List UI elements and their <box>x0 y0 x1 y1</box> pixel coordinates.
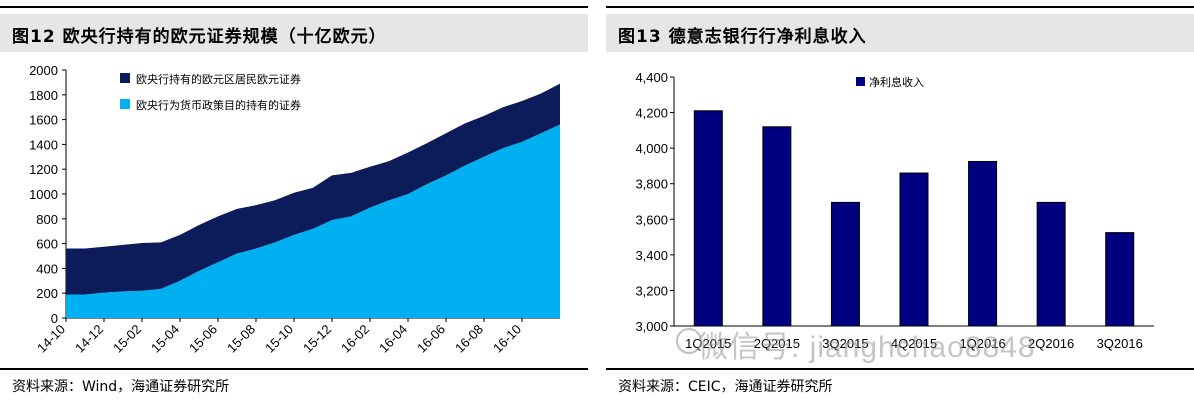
legend-swatch <box>120 99 130 109</box>
watermark: 微信号: jianghchao8848 <box>698 331 1036 364</box>
x-tick-label: 15-02 <box>110 322 144 356</box>
legend-label: 净利息收入 <box>869 75 924 89</box>
top-rule <box>0 6 588 8</box>
source-note: 资料来源：CEIC，海通证券研究所 <box>618 379 833 395</box>
legend-label: 欧央行为货币政策目的持有的证券 <box>136 98 301 112</box>
top-rule <box>606 6 1194 8</box>
x-tick-label: 2Q2015 <box>754 336 800 351</box>
x-tick-label: 16-06 <box>414 322 448 356</box>
title-bar <box>606 14 1194 52</box>
y-tick-label: 4,000 <box>635 141 668 156</box>
bar <box>1036 201 1066 327</box>
x-tick-label: 16-02 <box>338 322 372 356</box>
title-bar <box>0 14 588 52</box>
x-tick-label: 15-06 <box>186 322 220 356</box>
bar <box>899 172 929 327</box>
x-tick-label: 16-10 <box>490 322 524 356</box>
bottom-rule <box>0 368 588 370</box>
x-tick-label: 14-10 <box>34 322 68 356</box>
y-tick-label: 1800 <box>29 88 58 103</box>
x-tick-label: 15-08 <box>224 322 258 356</box>
legend-swatch <box>120 73 130 83</box>
bar <box>693 110 723 327</box>
bar <box>968 160 998 327</box>
y-tick-label: 3,000 <box>635 319 668 334</box>
x-tick-label: 15-12 <box>300 322 334 356</box>
y-tick-label: 400 <box>36 261 58 276</box>
y-tick-label: 800 <box>36 212 58 227</box>
y-tick-label: 3,800 <box>635 177 668 192</box>
x-tick-label: 4Q2015 <box>891 336 937 351</box>
x-tick-label: 15-04 <box>148 322 182 356</box>
bar-chart: 3,000 3,200 3,400 3,600 3,800 4,000 4,200 4,400… <box>635 70 1154 351</box>
bar <box>762 126 792 327</box>
y-tick-label: 1600 <box>29 113 58 128</box>
y-tick-label: 4,400 <box>635 70 668 85</box>
y-tick-label: 1400 <box>29 137 58 152</box>
x-tick-label: 16-04 <box>376 322 410 356</box>
right-chart-panel: 图13 德意志银行行净利息收入 3,000 3,200 3,400 3,600 3,80… <box>606 0 1194 403</box>
source-note: 资料来源：Wind，海通证券研究所 <box>12 379 230 395</box>
left-chart-panel: 图12 欧央行持有的欧元证券规模（十亿欧元） 0 200 400 600 800 1000… <box>0 0 588 403</box>
bar <box>830 201 860 327</box>
wechat-icon <box>676 328 702 354</box>
y-tick-label: 3,600 <box>635 212 668 227</box>
area-series-euro-residents <box>66 83 560 295</box>
y-tick-label: 1200 <box>29 162 58 177</box>
y-tick-label: 3,400 <box>635 248 668 263</box>
legend-label: 欧央行持有的欧元区居民欧元证券 <box>136 72 301 86</box>
bar <box>1105 232 1135 327</box>
area-chart: 0 200 400 600 800 1000 1200 1400 1600 1800 2000 14-… <box>29 63 560 356</box>
chart-title: 图12 欧央行持有的欧元证券规模（十亿欧元） <box>12 27 387 47</box>
y-tick-label: 2000 <box>29 63 58 78</box>
x-tick-label: 3Q2015 <box>822 336 868 351</box>
y-tick-label: 1000 <box>29 187 58 202</box>
y-tick-label: 0 <box>51 311 58 326</box>
y-tick-label: 200 <box>36 286 58 301</box>
area-series-monetary-policy <box>66 124 560 318</box>
bottom-rule <box>606 368 1194 370</box>
x-tick-label: 16-08 <box>452 322 486 356</box>
y-tick-label: 4,200 <box>635 106 668 121</box>
chart-title: 图13 德意志银行行净利息收入 <box>618 27 867 47</box>
legend-swatch <box>856 77 865 86</box>
x-tick-label: 3Q2016 <box>1097 336 1143 351</box>
x-tick-label: 2Q2016 <box>1028 336 1074 351</box>
x-tick-label: 1Q2016 <box>959 336 1005 351</box>
x-tick-label: 14-12 <box>72 322 106 356</box>
x-tick-label: 15-10 <box>262 322 296 356</box>
y-tick-label: 600 <box>36 237 58 252</box>
y-tick-label: 3,200 <box>635 283 668 298</box>
